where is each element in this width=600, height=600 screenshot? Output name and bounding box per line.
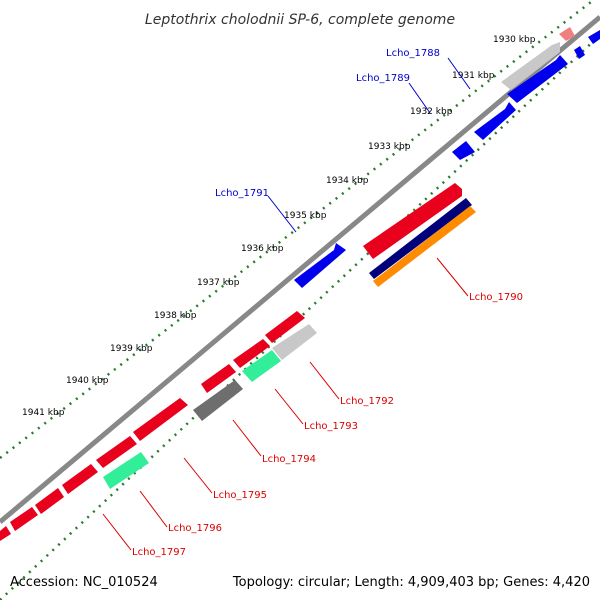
gene-lcho-1794[interactable] (193, 380, 243, 421)
label-lcho-1792[interactable]: Lcho_1792 (340, 396, 394, 407)
gene-red-2[interactable] (233, 339, 270, 368)
gene-red-5[interactable] (96, 436, 137, 468)
gene-forward-a[interactable] (474, 102, 516, 140)
map-title: Leptothrix cholodnii SP-6, complete geno… (145, 12, 455, 28)
gene-red-4[interactable] (133, 398, 188, 441)
leader-lcho-1793 (274, 388, 304, 425)
tick-1934: 1934 kbp (326, 176, 369, 186)
genome-summary-text: Topology: circular; Length: 4,909,403 bp… (232, 575, 590, 590)
label-lcho-1796[interactable]: Lcho_1796 (168, 523, 222, 534)
leader-lcho-1796 (139, 490, 168, 528)
tick-1939: 1939 kbp (110, 344, 153, 354)
label-lcho-1788[interactable]: Lcho_1788 (386, 48, 440, 59)
tick-1931: 1931 kbp (452, 71, 495, 81)
genome-backbone (0, 15, 600, 524)
gene-lcho-1790-orange[interactable] (373, 206, 476, 287)
gene-lcho-1790-navy[interactable] (369, 198, 472, 279)
gene-lcho-1789[interactable] (452, 141, 475, 160)
tick-1936: 1936 kbp (241, 244, 284, 254)
gene-lcho-1788[interactable] (574, 46, 585, 59)
label-lcho-1791[interactable]: Lcho_1791 (215, 188, 269, 199)
reverse-labels: Lcho_1790 Lcho_1792 Lcho_1793 Lcho_1794 … (102, 257, 523, 558)
leader-lcho-1788 (447, 57, 471, 90)
gene-red-7[interactable] (35, 488, 64, 514)
gene-lcho-1790[interactable] (363, 183, 462, 259)
label-lcho-1793[interactable]: Lcho_1793 (304, 421, 358, 432)
label-lcho-1794[interactable]: Lcho_1794 (262, 454, 316, 465)
label-lcho-1795[interactable]: Lcho_1795 (213, 490, 267, 501)
leader-lcho-1794 (232, 419, 262, 457)
tick-1940: 1940 kbp (66, 376, 109, 386)
gene-lcho-1796[interactable] (103, 452, 149, 489)
tick-1930: 1930 kbp (493, 35, 536, 45)
reverse-genes (0, 183, 462, 541)
tick-1938: 1938 kbp (154, 311, 197, 321)
gene-lcho-1791[interactable] (294, 243, 346, 288)
label-lcho-1797[interactable]: Lcho_1797 (132, 547, 186, 558)
gene-lcho-1792[interactable] (272, 324, 317, 360)
leader-lcho-1789 (408, 82, 431, 114)
tick-1933: 1933 kbp (368, 142, 411, 152)
leader-lcho-1791 (267, 195, 297, 233)
inner-tick-track (0, 34, 600, 600)
tick-labels: 1930 kbp 1931 kbp 1932 kbp 1933 kbp 1934… (22, 35, 536, 418)
gene-red-8[interactable] (10, 507, 38, 531)
gene-lcho-1793[interactable] (242, 350, 281, 382)
tick-1932: 1932 kbp (410, 107, 453, 117)
gene-red-3[interactable] (201, 364, 236, 393)
accession-text: Accession: NC_010524 (10, 575, 158, 590)
leader-lcho-1795 (183, 457, 213, 494)
label-lcho-1789[interactable]: Lcho_1789 (356, 73, 410, 84)
forward-labels: Lcho_1788 Lcho_1789 Lcho_1791 (215, 48, 471, 233)
gene-red-6[interactable] (62, 464, 98, 494)
gene-forward-gray[interactable] (501, 42, 560, 90)
gene-forward-b[interactable] (507, 55, 568, 103)
leader-lcho-1797 (102, 513, 132, 551)
label-lcho-1790[interactable]: Lcho_1790 (469, 292, 523, 303)
leader-lcho-1790 (436, 257, 469, 297)
outer-tick-track (0, 0, 596, 459)
tick-1935: 1935 kbp (284, 211, 327, 221)
gene-forward-pink[interactable] (559, 27, 575, 41)
tick-1937: 1937 kbp (197, 278, 240, 288)
tick-1941: 1941 kbp (22, 408, 65, 418)
forward-genes (294, 30, 600, 288)
leader-lcho-1792 (309, 361, 340, 400)
gene-red-1[interactable] (265, 311, 305, 343)
gene-red-9[interactable] (0, 526, 11, 541)
gene-forward-c[interactable] (588, 30, 600, 44)
